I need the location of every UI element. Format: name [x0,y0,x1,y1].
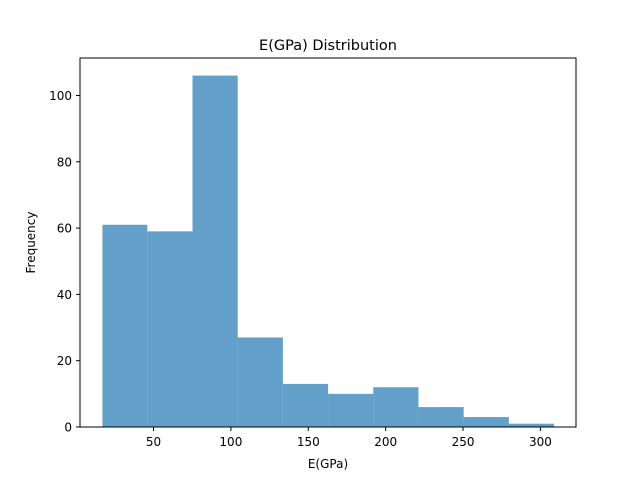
x-tick-label: 100 [219,435,242,449]
y-tick-label: 0 [64,421,72,435]
histogram-bar-10 [508,423,555,427]
histogram-bar-8 [418,407,464,427]
histogram-bar-3 [192,75,238,428]
x-ticks-group: 50 100 150 200 250 300 [146,427,552,449]
x-tick-label: 250 [452,435,475,449]
histogram-bar-5 [282,383,329,427]
y-tick-label: 80 [57,155,72,169]
chart-title: E(GPa) Distribution [259,38,397,54]
x-tick-label: 150 [297,435,320,449]
y-tick-label: 60 [57,222,72,236]
y-tick-label: 20 [57,354,72,368]
x-tick-label: 200 [374,435,397,449]
histogram-bar-6 [328,393,374,427]
y-tick-label: 100 [49,89,72,103]
y-axis-label: Frequency [24,212,38,274]
bars-group [102,75,555,428]
histogram-bar-9 [463,417,509,427]
y-ticks-group: 0 20 40 60 80 100 [49,89,80,435]
axes-frame [79,57,577,428]
histogram-bar-1 [102,224,148,427]
histogram-bar-7 [373,387,419,427]
y-tick-label: 40 [57,288,72,302]
x-tick-label: 300 [529,435,552,449]
x-tick-label: 50 [146,435,161,449]
x-axis-label: E(GPa) [308,457,348,471]
histogram-bar-4 [237,337,283,427]
histogram-bar-2 [147,231,193,427]
